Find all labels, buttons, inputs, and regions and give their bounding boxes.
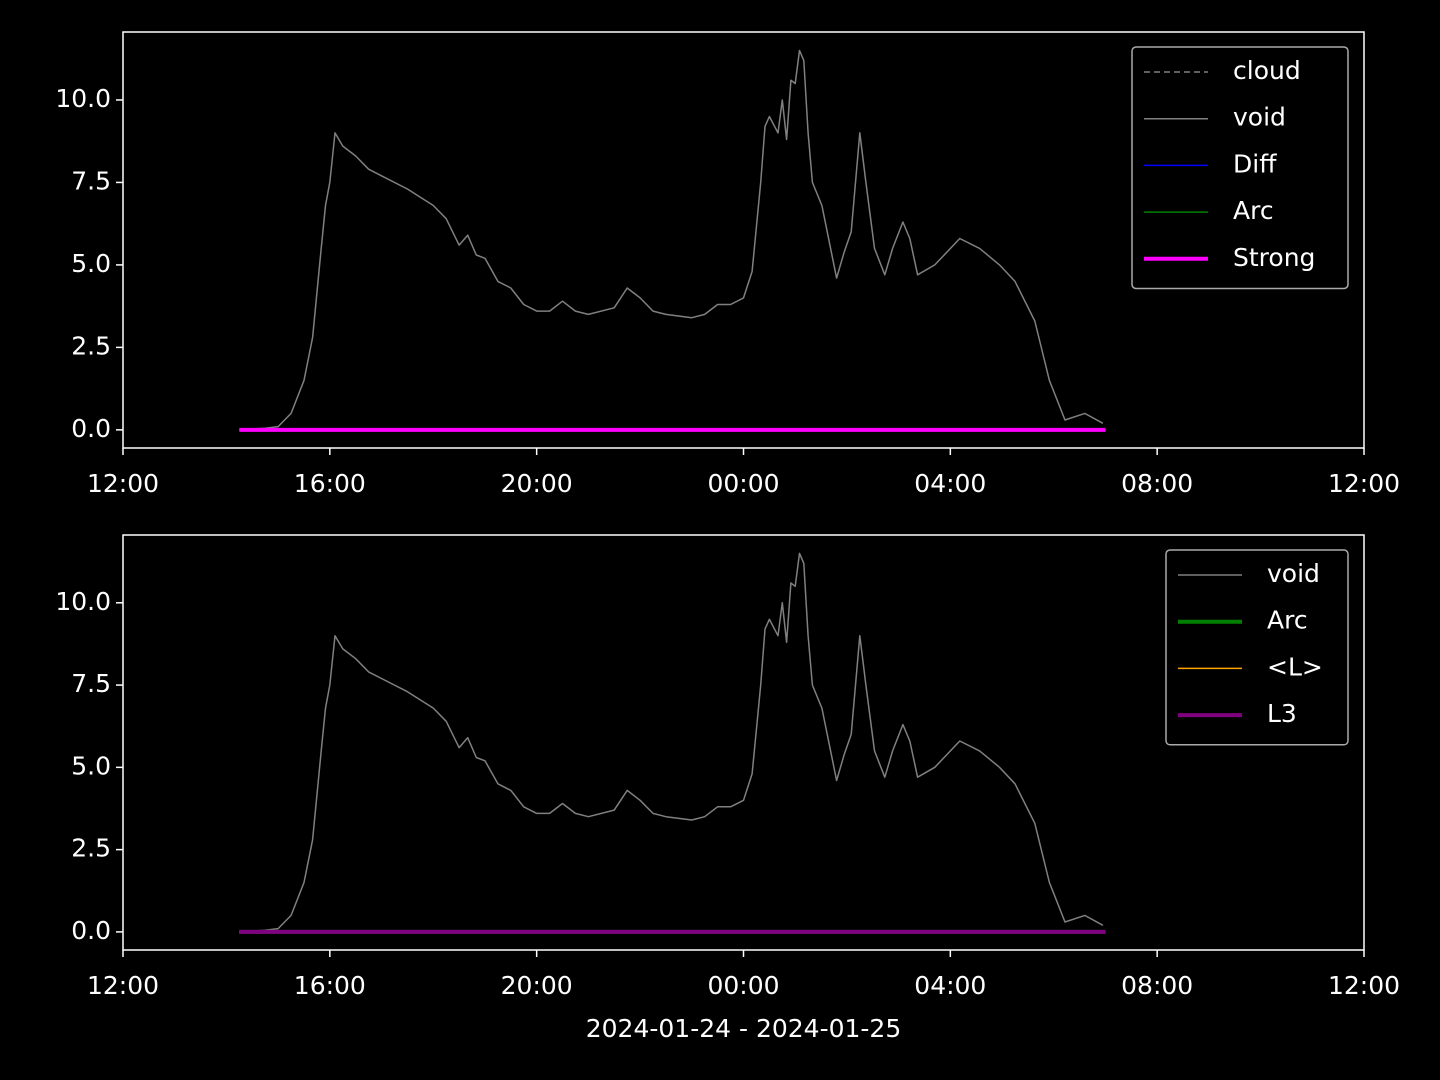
legend-box (1165, 549, 1349, 746)
x-tick-label: 00:00 (707, 971, 779, 1000)
x-axis-label: 2024-01-24 - 2024-01-25 (586, 1014, 902, 1043)
y-tick-label: 2.5 (71, 331, 111, 360)
legend-label: Strong (1233, 243, 1315, 272)
y-tick-label: 10.0 (55, 587, 111, 616)
x-tick-label: 12:00 (87, 469, 159, 498)
y-tick-label: 10.0 (55, 84, 111, 113)
y-tick-label: 2.5 (71, 834, 111, 863)
series-line (239, 552, 1104, 933)
legend-label: void (1233, 103, 1286, 132)
x-tick-label: 12:00 (1328, 469, 1400, 498)
legend-label: <L> (1267, 652, 1323, 681)
y-tick-label: 5.0 (71, 249, 111, 278)
y-tick-label: 7.5 (71, 166, 111, 195)
y-tick-label: 7.5 (71, 669, 111, 698)
legend-label: void (1267, 559, 1320, 588)
x-tick-label: 12:00 (87, 971, 159, 1000)
legend-label: cloud (1233, 56, 1301, 85)
legend-label: L3 (1267, 699, 1297, 728)
legend-label: Arc (1233, 196, 1274, 225)
x-tick-label: 12:00 (1328, 971, 1400, 1000)
x-tick-label: 04:00 (914, 971, 986, 1000)
x-tick-label: 00:00 (707, 469, 779, 498)
x-tick-label: 08:00 (1121, 971, 1193, 1000)
series-line (239, 49, 1104, 431)
x-tick-label: 20:00 (501, 971, 573, 1000)
axes-frame (122, 534, 1365, 951)
axes-frame (122, 31, 1365, 449)
y-tick-label: 0.0 (71, 916, 111, 945)
x-tick-label: 04:00 (914, 469, 986, 498)
x-tick-label: 20:00 (501, 469, 573, 498)
x-tick-label: 08:00 (1121, 469, 1193, 498)
x-tick-label: 16:00 (294, 971, 366, 1000)
x-tick-label: 16:00 (294, 469, 366, 498)
legend-label: Diff (1233, 149, 1277, 178)
y-tick-label: 0.0 (71, 414, 111, 443)
legend-box (1131, 46, 1349, 290)
legend-label: Arc (1267, 606, 1308, 635)
y-tick-label: 5.0 (71, 751, 111, 780)
